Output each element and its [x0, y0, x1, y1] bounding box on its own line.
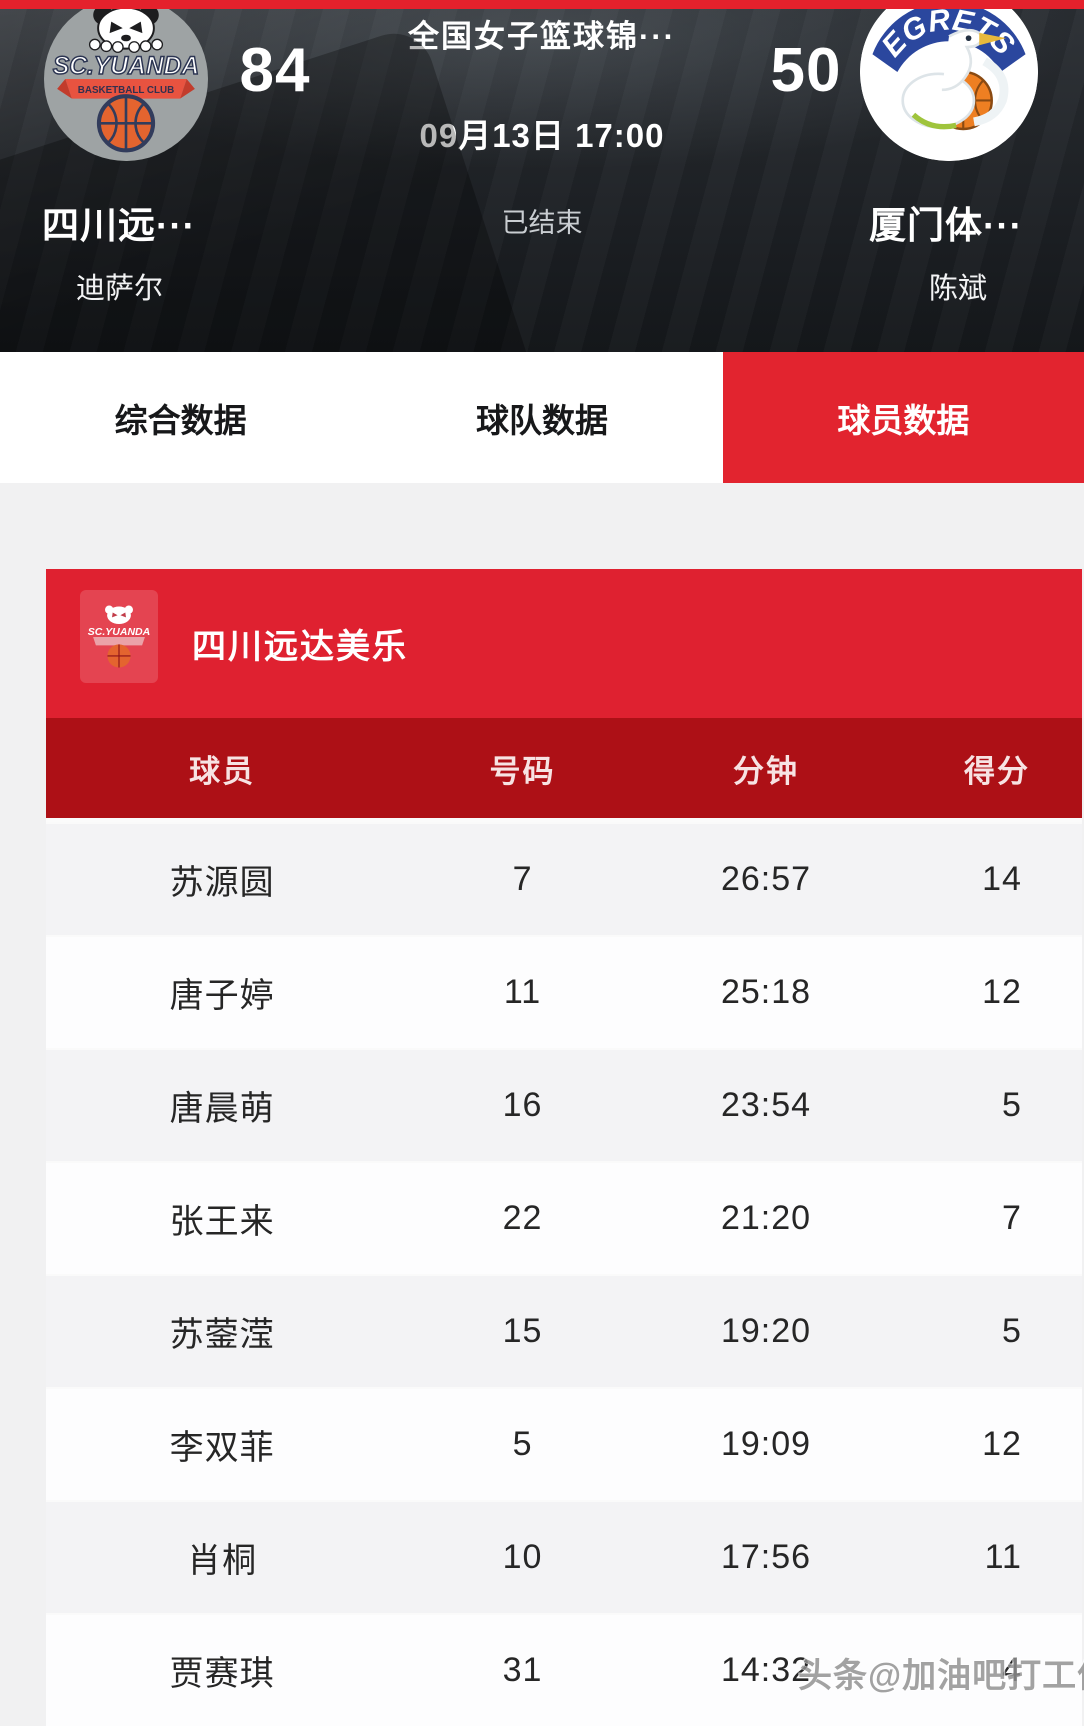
watermark: 头条@加油吧打工仔	[798, 1657, 1084, 1695]
table-header-row: 球员 号码 分钟 得分	[46, 718, 1082, 822]
player-stats-card: SC.YUANDA 四川远达美乐 球员 号码 分钟 得分 苏源圆 7 26:57…	[46, 569, 1082, 1726]
player-row: 苏源圆 7 26:57 14	[46, 822, 1082, 935]
player-number-cell: 10	[502, 1538, 543, 1576]
player-row: 李双菲 5 19:09 12	[46, 1387, 1082, 1500]
player-row: 唐晨萌 16 23:54 5	[46, 1048, 1082, 1161]
player-name-cell: 李双菲	[169, 1429, 275, 1467]
player-minutes-cell: 23:54	[720, 1086, 812, 1124]
column-header-minutes: 分钟	[732, 753, 799, 789]
player-name-cell: 唐晨萌	[169, 1090, 275, 1128]
home-team-name: 四川远···	[42, 205, 196, 246]
player-name-cell: 贾赛琪	[169, 1655, 275, 1693]
away-team-name: 厦门体···	[869, 205, 1023, 246]
player-row: 唐子婷 11 25:18 12	[46, 935, 1082, 1048]
player-points-cell: 5	[1002, 1312, 1022, 1350]
tab-overall-stats[interactable]: 综合数据	[114, 401, 247, 439]
column-header-number: 号码	[489, 753, 556, 789]
player-minutes-cell: 21:20	[720, 1199, 812, 1237]
home-team-logo-icon: SC.YUANDA BASKETBALL CLUB	[44, 9, 208, 161]
top-accent-strip	[0, 0, 1084, 9]
player-name-cell: 苏蓥滢	[169, 1316, 275, 1354]
panda-crest-small-icon: SC.YUANDA	[88, 605, 150, 667]
panda-crest-icon: SC.YUANDA BASKETBALL CLUB	[52, 9, 200, 153]
player-points-cell: 12	[982, 1425, 1022, 1463]
player-points-cell: 12	[982, 973, 1022, 1011]
player-name-cell: 肖桐	[187, 1542, 258, 1580]
player-name-cell: 张王来	[169, 1203, 275, 1241]
away-score: 50	[770, 36, 842, 105]
tab-team-stats[interactable]: 球队数据	[475, 401, 608, 439]
player-number-cell: 11	[503, 973, 542, 1011]
player-row: 苏蓥滢 15 19:20 5	[46, 1274, 1082, 1387]
player-minutes-cell: 19:09	[720, 1425, 812, 1463]
match-status: 已结束	[501, 208, 583, 238]
away-team-logo-icon: XIAMEN EGRETS	[860, 9, 1038, 161]
tab-player-stats[interactable]: 球员数据	[722, 352, 1084, 483]
player-minutes-cell: 26:57	[720, 860, 812, 898]
team-logo-tile: SC.YUANDA	[80, 590, 158, 683]
player-name-cell: 苏源圆	[169, 864, 275, 902]
svg-text:SC.YUANDA: SC.YUANDA	[88, 625, 150, 637]
svg-text:SC.YUANDA: SC.YUANDA	[53, 53, 199, 80]
home-coach-name: 迪萨尔	[76, 273, 164, 305]
egrets-crest-icon: XIAMEN EGRETS	[860, 9, 1038, 161]
player-points-cell: 7	[1002, 1199, 1022, 1237]
player-minutes-cell: 19:20	[720, 1312, 812, 1350]
away-coach-name: 陈斌	[928, 273, 987, 305]
competition-title: 全国女子篮球锦···	[408, 19, 676, 54]
player-number-cell: 15	[502, 1312, 543, 1350]
player-points-cell: 11	[984, 1538, 1022, 1576]
player-number-cell: 16	[502, 1086, 543, 1124]
player-points-cell: 14	[982, 860, 1022, 898]
player-minutes-cell: 17:56	[720, 1538, 812, 1576]
player-table-body: 苏源圆 7 26:57 14 唐子婷 11 25:18 12 唐晨萌 16 23…	[46, 822, 1082, 1726]
player-points-cell: 4	[1002, 1651, 1022, 1689]
player-row: 张王来 22 21:20 7	[46, 1161, 1082, 1274]
player-minutes-cell: 14:32	[720, 1651, 812, 1689]
player-points-cell: 5	[1002, 1086, 1022, 1124]
stats-tab-bar: 综合数据 球队数据 球员数据	[0, 352, 1084, 483]
player-name-cell: 唐子婷	[169, 977, 275, 1015]
player-minutes-cell: 25:18	[720, 973, 812, 1011]
player-number-cell: 7	[512, 860, 533, 898]
team-banner: SC.YUANDA 四川远达美乐	[46, 569, 1082, 718]
team-banner-title: 四川远达美乐	[192, 628, 408, 666]
home-score: 84	[239, 36, 311, 105]
column-header-player: 球员	[189, 753, 256, 789]
match-header: 全国女子篮球锦··· 09月13日 17:00 已结束 SC.YUANDA BA…	[0, 9, 1084, 352]
player-row: 贾赛琪 31 14:32 4	[46, 1613, 1082, 1726]
svg-text:BASKETBALL CLUB: BASKETBALL CLUB	[78, 85, 174, 96]
player-number-cell: 22	[502, 1199, 543, 1237]
player-number-cell: 5	[512, 1425, 533, 1463]
column-header-points: 得分	[963, 753, 1030, 789]
player-row: 肖桐 10 17:56 11	[46, 1500, 1082, 1613]
player-number-cell: 31	[502, 1651, 543, 1689]
